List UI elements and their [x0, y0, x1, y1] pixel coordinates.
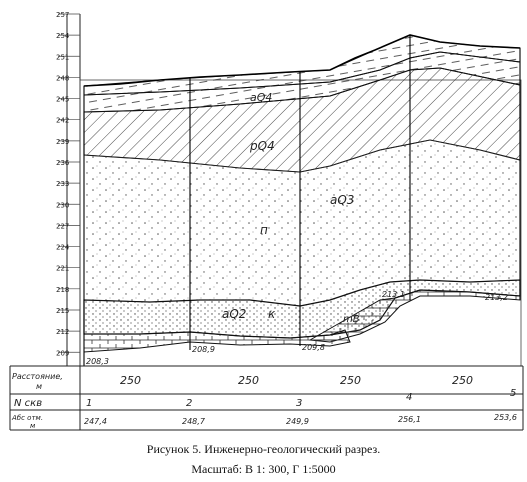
water-level-5: 213,2	[485, 293, 508, 302]
abs-value-1: 247,4	[84, 417, 107, 426]
well-number-2: 2	[186, 398, 192, 409]
label-aQ4: aQ4	[250, 91, 272, 104]
scale-label: 212	[56, 328, 69, 336]
label-mB: mB	[343, 314, 360, 325]
abs-value-3: 249,9	[286, 417, 309, 426]
label-p: п	[260, 223, 268, 237]
scale-label: 218	[56, 286, 69, 294]
scale-label: 248	[56, 74, 69, 82]
scale-label: 224	[56, 244, 70, 252]
scale-label: 209	[56, 349, 69, 357]
scale-label: 227	[56, 222, 69, 230]
scale-label: 239	[56, 138, 69, 146]
abs-unit: м	[30, 422, 36, 430]
distance-value-2: 250	[238, 374, 259, 387]
well-number-4: 4	[406, 392, 412, 403]
scale-label: 233	[56, 180, 69, 188]
label-pQ4: pQ4	[249, 139, 275, 153]
scale-labels: 257 254 251 248 245 242 239 236 233 230 227 224 221 2…	[56, 11, 70, 357]
distance-label: Расстояние,	[12, 372, 63, 381]
boreholes	[83, 35, 521, 366]
water-level-3: 209,8	[302, 343, 325, 352]
scale-label: 242	[56, 117, 69, 125]
water-level-2: 208,9	[192, 345, 215, 354]
scale-label: 215	[56, 307, 69, 315]
distance-unit: м	[36, 382, 42, 391]
figure-caption: Рисунок 5. Инженерно-геологический разре…	[146, 442, 381, 456]
section-table	[9, 365, 524, 431]
label-aQ3: aQ3	[330, 193, 354, 207]
distance-value-3: 250	[340, 374, 361, 387]
abs-value-4: 256,1	[398, 415, 421, 424]
scale-label: 245	[56, 96, 69, 104]
well-label: N скв	[14, 398, 42, 409]
water-level-1: 208,3	[86, 357, 109, 366]
abs-label: Абс отм.	[11, 414, 43, 422]
scale-label: 257	[56, 11, 69, 19]
well-number-5: 5	[510, 388, 516, 399]
scale-label: 254	[56, 32, 70, 40]
abs-value-2: 248,7	[182, 417, 206, 426]
scale-label: 236	[56, 159, 70, 167]
scale-label: 230	[56, 201, 69, 209]
distance-value-1: 250	[120, 374, 141, 387]
well-number-1: 1	[86, 398, 92, 409]
surface-line	[83, 34, 521, 87]
scale-label: 251	[56, 53, 69, 61]
geological-section-diagram: 2572542512482452422392362332302272242212…	[9, 11, 524, 431]
elevation-scale: 257 254 251 248 245 242 239 236 233 230 227 224 221 2…	[56, 11, 81, 366]
scale-ticks	[58, 13, 80, 353]
abs-value-5: 253,6	[494, 413, 517, 422]
label-k: к	[268, 307, 276, 321]
water-level-4: 213,1	[382, 290, 405, 299]
label-aQ2: aQ2	[222, 307, 246, 321]
layer-k-base	[83, 329, 351, 353]
scale-label: 221	[56, 265, 69, 273]
figure-scale: Масштаб: В 1: 300, Г 1:5000	[191, 462, 336, 476]
well-number-3: 3	[296, 398, 302, 409]
distance-value-4: 250	[452, 374, 473, 387]
